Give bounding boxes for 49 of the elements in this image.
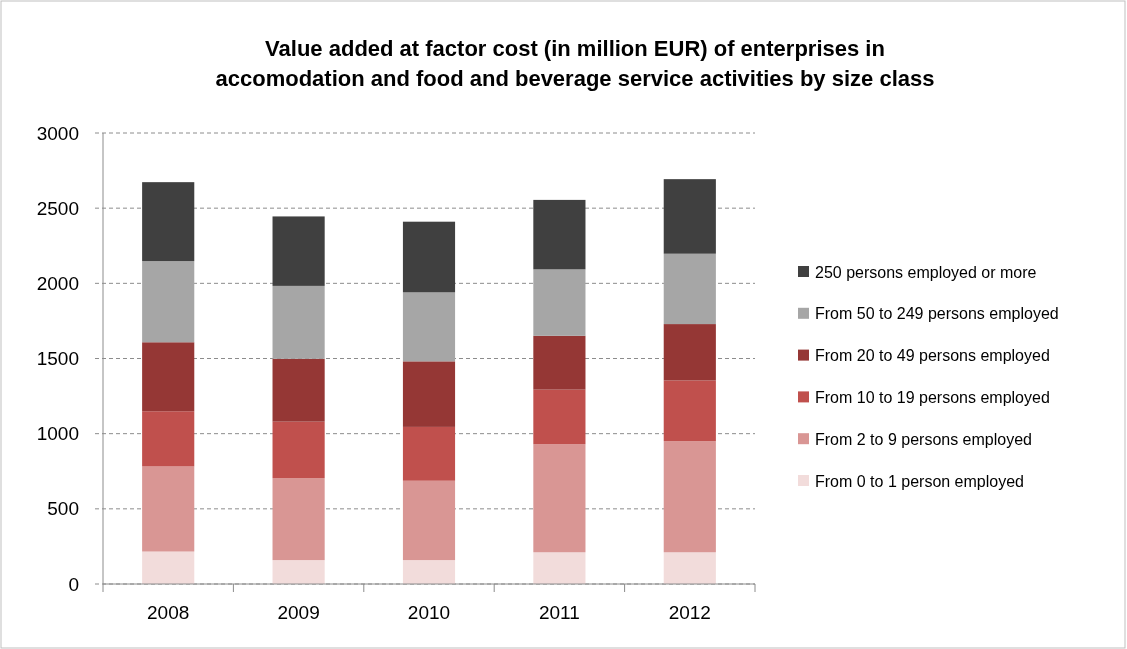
bar [533, 552, 586, 584]
legend-label: From 50 to 249 persons employed [815, 305, 1059, 323]
bar [402, 480, 456, 561]
bar [402, 361, 456, 427]
y-tick-label: 2500 [36, 197, 79, 219]
x-tick-label: 2010 [407, 602, 451, 623]
x-tick-label: 2012 [668, 602, 711, 623]
bar [533, 199, 586, 270]
y-tick-label: 2000 [36, 272, 79, 294]
bar [402, 426, 456, 481]
bar [142, 411, 195, 467]
bar [142, 342, 195, 412]
x-tick-label: 2011 [538, 602, 580, 623]
x-tick-label: 2008 [147, 602, 190, 623]
legend-label: 250 persons employed or more [815, 263, 1037, 281]
bar [272, 421, 325, 479]
legend-label: From 0 to 1 person employed [815, 472, 1024, 490]
y-tick-label: 3000 [36, 122, 79, 144]
bar [272, 285, 325, 359]
x-tick-label: 2009 [277, 602, 320, 623]
y-tick-label: 1500 [36, 348, 79, 370]
bar [533, 335, 586, 390]
chart-title: Value added at factor cost (in million EUR) of enterprises in accomodation and food and beverage service activities by size class [215, 36, 935, 91]
bar [533, 269, 586, 336]
bar [663, 380, 716, 442]
y-tick-label: 1000 [36, 423, 79, 445]
bar [272, 358, 325, 422]
bar [142, 261, 195, 343]
legend-label: From 2 to 9 persons employed [815, 430, 1032, 448]
bar [402, 292, 456, 362]
legend-label: From 10 to 19 persons employed [815, 389, 1050, 406]
bar [272, 478, 325, 561]
bar [272, 560, 325, 584]
bar [272, 216, 325, 286]
bar [663, 324, 716, 381]
y-tick-label: 0 [68, 573, 79, 595]
bar [663, 179, 716, 254]
legend-label: From 20 to 49 persons employed [815, 347, 1050, 365]
bar [142, 182, 195, 262]
bar [142, 466, 195, 552]
bar [533, 389, 586, 445]
bar [663, 552, 716, 584]
bar [663, 253, 716, 325]
bar [142, 551, 195, 584]
bar [533, 444, 586, 553]
bar [402, 560, 456, 584]
bar [402, 221, 456, 293]
bar [663, 441, 716, 553]
y-tick-label: 500 [47, 498, 79, 520]
